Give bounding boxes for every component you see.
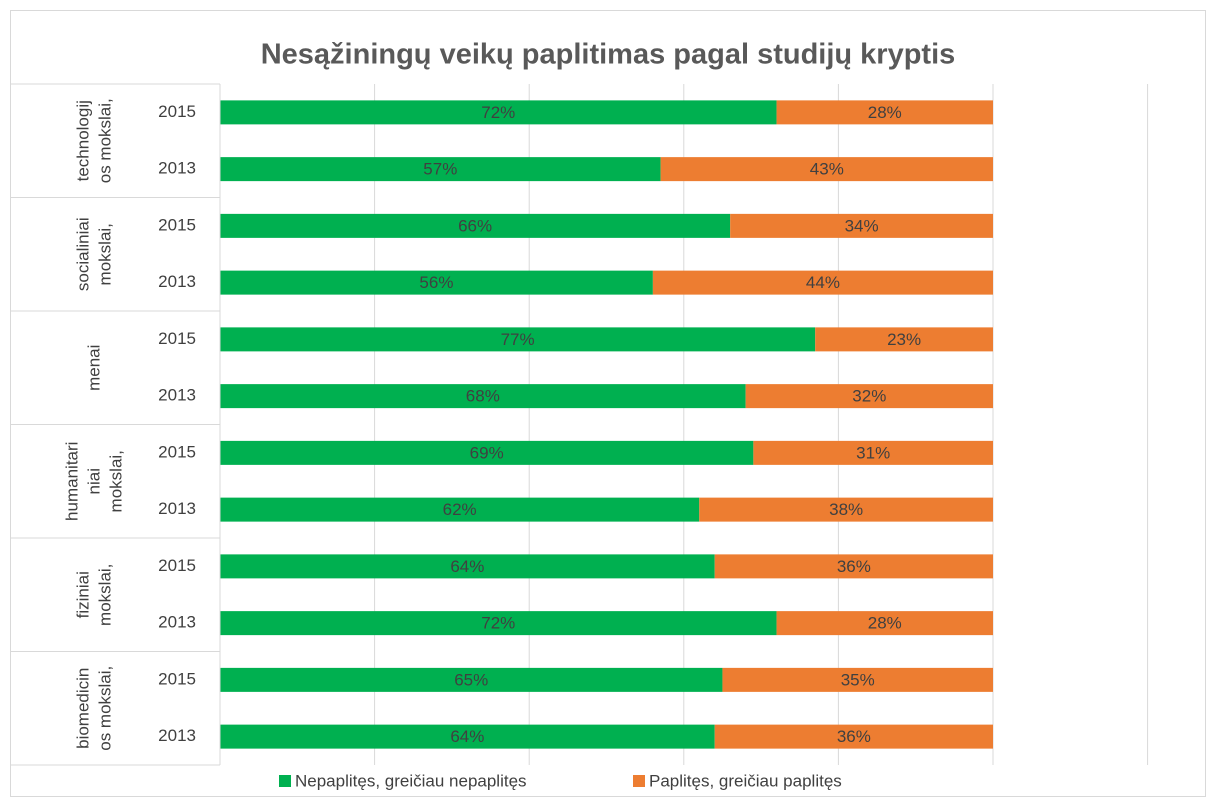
data-label: 38% <box>829 500 863 519</box>
bar-segment <box>815 327 993 352</box>
group-label: mokslai, <box>95 223 114 285</box>
data-label: 44% <box>806 273 840 292</box>
y-tick-label: 2015 <box>158 102 196 121</box>
bar-segment <box>714 554 993 579</box>
bar-segment <box>220 667 723 692</box>
bar-segment <box>220 100 777 125</box>
legend-swatch <box>279 775 291 787</box>
data-label: 68% <box>466 387 500 406</box>
data-label: 62% <box>443 500 477 519</box>
bar-segment <box>220 611 777 636</box>
bar-segment <box>220 327 816 352</box>
bar-segment <box>776 611 993 636</box>
bar-segment <box>220 497 700 522</box>
group-label: fiziniai <box>73 571 92 618</box>
data-label: 28% <box>868 103 902 122</box>
bar-segment <box>220 724 715 749</box>
data-label: 36% <box>837 557 871 576</box>
y-tick-label: 2015 <box>158 442 196 461</box>
data-label: 64% <box>450 557 484 576</box>
data-label: 32% <box>852 387 886 406</box>
group-label: menai <box>84 345 103 391</box>
data-label: 64% <box>450 727 484 746</box>
legend-swatch <box>633 775 645 787</box>
bar-segment <box>220 270 653 295</box>
bar-segment <box>699 497 993 522</box>
group-label: mokslai, <box>95 564 114 626</box>
group-label: mokslai, <box>106 450 125 512</box>
data-label: 23% <box>887 330 921 349</box>
bar-segment <box>776 100 993 125</box>
bar-segment <box>220 384 746 409</box>
bar-segment <box>722 667 993 692</box>
bar-segment <box>652 270 993 295</box>
bar-segment <box>220 213 731 238</box>
data-label: 72% <box>481 614 515 633</box>
data-label: 72% <box>481 103 515 122</box>
bar-segment <box>220 554 715 579</box>
y-tick-label: 2013 <box>158 159 196 178</box>
group-label: os mokslai, <box>95 666 114 751</box>
legend-label: Nepaplitęs, greičiau nepaplitęs <box>295 771 527 790</box>
y-tick-label: 2015 <box>158 215 196 234</box>
group-label: niai <box>84 468 103 494</box>
data-label: 35% <box>841 670 875 689</box>
data-label: 57% <box>423 160 457 179</box>
bar-segment <box>660 157 993 182</box>
chart-title: Nesąžiningų veikų paplitimas pagal studi… <box>261 39 956 71</box>
data-label: 28% <box>868 614 902 633</box>
data-label: 77% <box>501 330 535 349</box>
group-label: technologij <box>73 100 92 181</box>
data-label: 65% <box>454 670 488 689</box>
y-tick-label: 2013 <box>158 726 196 745</box>
bar-segment <box>730 213 993 238</box>
bar-segment <box>714 724 993 749</box>
data-label: 69% <box>470 443 504 462</box>
y-tick-label: 2015 <box>158 669 196 688</box>
y-tick-label: 2013 <box>158 499 196 518</box>
data-label: 34% <box>845 216 879 235</box>
data-label: 31% <box>856 443 890 462</box>
bar-segment <box>753 440 993 465</box>
data-label: 36% <box>837 727 871 746</box>
y-tick-label: 2013 <box>158 386 196 405</box>
data-label: 43% <box>810 160 844 179</box>
legend-label: Paplitęs, greičiau paplitęs <box>649 771 842 790</box>
y-tick-label: 2013 <box>158 272 196 291</box>
data-label: 66% <box>458 216 492 235</box>
group-label: humanitari <box>62 442 81 521</box>
group-label: os mokslai, <box>95 98 114 183</box>
bar-segment <box>220 157 661 182</box>
y-tick-label: 2015 <box>158 329 196 348</box>
data-label: 56% <box>419 273 453 292</box>
y-tick-label: 2015 <box>158 556 196 575</box>
group-label: biomedicin <box>73 668 92 749</box>
bar-segment <box>745 384 993 409</box>
bar-segment <box>220 440 754 465</box>
group-label: socialiniai <box>73 217 92 291</box>
y-tick-label: 2013 <box>158 613 196 632</box>
